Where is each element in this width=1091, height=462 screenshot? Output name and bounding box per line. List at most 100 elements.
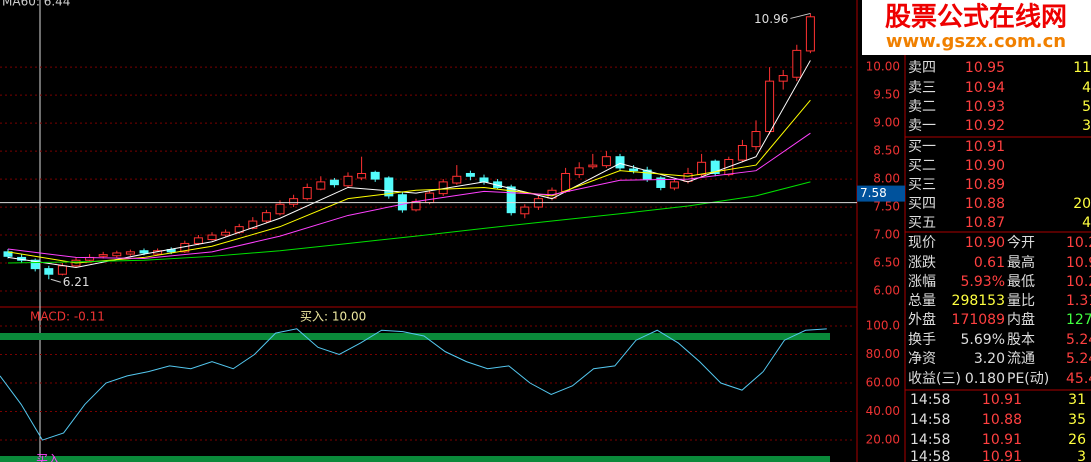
stat-value: 5.24亿 (1066, 351, 1091, 367)
stat-label: 今开 (1007, 235, 1035, 251)
candle-body (697, 161, 707, 176)
stat-value: 10.25 (1066, 274, 1091, 290)
candle-body (98, 254, 108, 257)
annotation-arrow (790, 12, 811, 19)
candle-body (357, 172, 367, 179)
book-volume: 34 (1082, 118, 1091, 134)
book-volume: 202 (1073, 196, 1091, 212)
candle-body (710, 160, 720, 174)
trade-price: 10.91 (982, 449, 1022, 462)
book-label: 买五 (908, 215, 936, 231)
candle-body (778, 75, 788, 82)
candle-body (683, 172, 693, 182)
candle-body (669, 181, 679, 189)
stat-label: 总量 (908, 293, 936, 309)
trade-volume: 31 (1068, 392, 1086, 408)
candle-body (574, 167, 584, 176)
book-volume: 110 (1073, 60, 1091, 76)
stat-value: 171089 (952, 312, 1005, 328)
stat-label: 最高 (1007, 254, 1035, 271)
y-tick-label: 80.00 (866, 347, 900, 361)
candle-body (261, 212, 271, 222)
candle-body (520, 206, 530, 215)
candle-body (792, 49, 802, 78)
candle-body (425, 192, 435, 204)
trade-volume: 35 (1068, 412, 1086, 428)
indicator-line (0, 328, 827, 441)
annotation-arrow (50, 278, 61, 283)
book-label: 买一 (908, 139, 936, 155)
y-tick-label: 6.50 (873, 256, 900, 270)
candle-body (207, 234, 217, 241)
book-label: 买二 (908, 158, 936, 174)
candle-body (751, 131, 761, 148)
stat-value: 10.29 (1066, 235, 1091, 251)
stat-value: 10.96 (1066, 255, 1091, 271)
candle-body (370, 171, 380, 180)
candle-body (125, 251, 135, 255)
candle-body (221, 231, 231, 236)
stat-label: 内盘 (1007, 311, 1035, 328)
trade-time: 14:58 (910, 449, 950, 462)
stat-value: 1.31 (1066, 293, 1091, 309)
candle-body (656, 177, 666, 188)
stat-label: 外盘 (908, 311, 936, 328)
moving-average (7, 181, 811, 264)
candle-body (289, 198, 299, 205)
book-price: 10.92 (965, 118, 1005, 134)
annotation: 10.96 (754, 12, 788, 26)
trade-price: 10.91 (982, 432, 1022, 448)
y-tick-label: 6.00 (873, 284, 900, 298)
trade-time: 14:58 (910, 392, 950, 408)
stat-label: 现价 (908, 235, 936, 251)
stat-value: 10.90 (965, 235, 1005, 251)
crosshair-box (857, 185, 905, 202)
candle-body (561, 172, 571, 192)
book-label: 卖一 (908, 118, 936, 134)
candle-body (30, 259, 40, 270)
candle-body (302, 186, 312, 200)
stat-value: 127064 (1066, 312, 1091, 328)
logo-title: 股票公式在线网 (885, 3, 1067, 33)
candle-body (465, 172, 475, 177)
candle-body (248, 220, 258, 229)
y-tick-label: 7.50 (873, 200, 900, 214)
candle-body (601, 156, 611, 167)
candle-body (452, 175, 462, 184)
y-tick-label: 9.50 (873, 88, 900, 102)
stat-value: 298153 (952, 293, 1005, 309)
candle-body (193, 237, 203, 244)
stat-value: 5.24亿 (1066, 332, 1091, 348)
stat-label: 收益(三) (908, 371, 961, 387)
candle-body (506, 186, 516, 214)
y-tick-label: 20.00 (866, 433, 900, 447)
logo-box (862, 0, 1091, 55)
trade-time: 14:58 (910, 432, 950, 448)
buy-marker: 买入 (36, 453, 60, 462)
band-top (0, 333, 830, 340)
candle-body (275, 203, 285, 215)
trade-price: 10.91 (982, 392, 1022, 408)
moving-average (7, 60, 811, 269)
y-tick-label: 10.00 (866, 60, 900, 74)
y-tick-label: 8.50 (873, 144, 900, 158)
trade-volume: 3 (1077, 449, 1086, 462)
candle-body (805, 16, 815, 52)
candle-body (479, 177, 489, 183)
y-tick-label: 7.00 (873, 228, 900, 242)
stat-label: 涨幅 (908, 274, 936, 290)
candle-body (112, 252, 122, 257)
book-price: 10.90 (965, 158, 1005, 174)
logo-url: www.gszx.com.cn (886, 31, 1066, 52)
y-tick-label: 8.00 (873, 172, 900, 186)
moving-average (7, 99, 811, 264)
book-volume: 55 (1082, 99, 1091, 115)
candle-body (615, 156, 625, 169)
candle-body (588, 164, 598, 168)
stat-value: 5.93% (961, 274, 1005, 290)
trade-volume: 26 (1068, 432, 1086, 448)
book-label: 卖四 (908, 60, 936, 76)
indicator-title: MACD: -0.11 (30, 310, 105, 324)
